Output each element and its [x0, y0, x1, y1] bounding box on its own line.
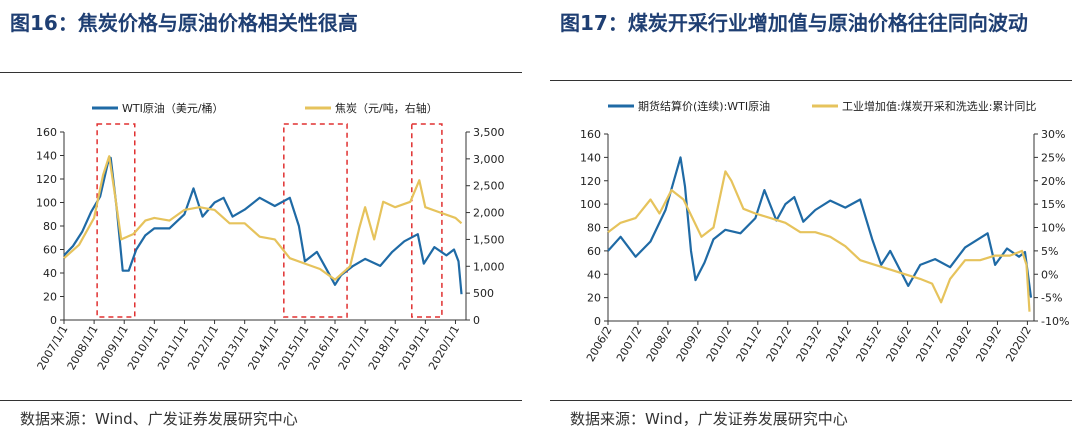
y2-tick-label: 2,000 — [473, 207, 505, 220]
figure-17-panel: 图17：煤炭开采行业增加值与原油价格往往同向波动 0 20 40 60 80 100 120… — [550, 0, 1080, 444]
y2-tick-label: 2,500 — [473, 180, 505, 193]
x-tick-label: 2013/2 — [794, 324, 825, 364]
y-tick-label: 0 — [50, 314, 57, 327]
y2-tick-label: 1,000 — [473, 260, 505, 273]
coke-vs-wti-chart: 0 20 40 60 80 100 120 140 160 0 500 1,000 1,500 2,000… — [35, 101, 505, 372]
y2-tick-label: 0 — [473, 314, 480, 327]
series-line-2 — [607, 170, 1031, 312]
y-tick-label: 60 — [587, 245, 601, 258]
y-tick-label: 140 — [36, 150, 57, 163]
footer-divider — [0, 400, 522, 401]
y2-tick-label: 10% — [1041, 222, 1065, 235]
y-tick-label: 40 — [587, 268, 601, 281]
y-tick-label: 160 — [580, 128, 601, 141]
source-note: 数据来源：Wind、广发证券发展研究中心 — [20, 410, 298, 428]
x-tick-label: 2008/2 — [644, 324, 675, 364]
y2-tick-label: 3,500 — [473, 126, 505, 139]
x-tick-label: 2020/2 — [1003, 324, 1034, 364]
legend-label: 焦炭（元/吨，右轴） — [335, 101, 438, 115]
series-line-2 — [63, 155, 463, 281]
footer-divider — [550, 400, 1072, 401]
y2-tick-label: 20% — [1041, 175, 1065, 188]
y2-tick-label: -5% — [1041, 292, 1062, 305]
y2-tick-label: 15% — [1041, 198, 1065, 211]
x-tick-label: 2006/2 — [584, 324, 615, 364]
figure-title: 图17：煤炭开采行业增加值与原油价格往往同向波动 — [560, 11, 1028, 35]
y2-tick-label: 1,500 — [473, 233, 505, 246]
title-divider — [550, 80, 1072, 81]
y-tick-label: 0 — [594, 315, 601, 328]
y2-tick-label: 30% — [1041, 128, 1065, 141]
x-tick-label: 2015/2 — [854, 324, 885, 364]
figure-16-panel: 图16：焦炭价格与原油价格相关性很高 0 20 40 60 80 100 120 140 160… — [0, 0, 530, 444]
source-note: 数据来源：Wind，广发证券发展研究中心 — [570, 410, 848, 428]
y-tick-label: 80 — [587, 222, 601, 235]
x-tick-label: 2009/2 — [674, 324, 705, 364]
x-tick-label: 2012/2 — [764, 324, 795, 364]
y-tick-label: 80 — [43, 220, 57, 233]
y2-tick-label: 25% — [1041, 151, 1065, 164]
y-tick-label: 160 — [36, 126, 57, 139]
x-tick-label: 2014/2 — [824, 324, 855, 364]
series-line-1 — [63, 156, 463, 295]
title-divider — [0, 72, 522, 73]
y2-tick-label: 0% — [1041, 268, 1058, 281]
x-tick-label: 2019/2 — [973, 324, 1004, 364]
y-tick-label: 60 — [43, 244, 57, 257]
figure-title: 图16：焦炭价格与原油价格相关性很高 — [10, 11, 358, 35]
y-tick-label: 20 — [43, 291, 57, 304]
x-tick-label: 2007/2 — [614, 324, 645, 364]
y-tick-label: 140 — [580, 151, 601, 164]
legend-label: WTI原油（美元/桶） — [122, 101, 224, 115]
y2-tick-label: -10% — [1041, 315, 1069, 328]
y2-tick-label: 500 — [473, 287, 494, 300]
highlight-box — [283, 123, 348, 318]
x-tick-label: 2018/2 — [943, 324, 974, 364]
x-tick-label: 2010/2 — [704, 324, 735, 364]
highlight-box — [96, 123, 136, 318]
x-tick-label: 2016/2 — [884, 324, 915, 364]
y-tick-label: 100 — [580, 198, 601, 211]
series-line-1 — [607, 156, 1033, 298]
y2-tick-label: 3,000 — [473, 153, 505, 166]
x-tick-label: 2020/1/1 — [426, 323, 462, 372]
coal-mining-vs-wti-chart: 0 20 40 60 80 100 120 140 160 -10% -5% 0% 5% 10% 15% 20… — [580, 99, 1069, 364]
y-tick-label: 40 — [43, 267, 57, 280]
highlight-box — [411, 123, 443, 318]
legend-label: 工业增加值:煤炭开采和洗选业:累计同比 — [842, 99, 1036, 113]
y-tick-label: 120 — [36, 173, 57, 186]
y-tick-label: 100 — [36, 197, 57, 210]
y-tick-label: 20 — [587, 292, 601, 305]
y-tick-label: 120 — [580, 175, 601, 188]
y2-tick-label: 5% — [1041, 245, 1058, 258]
x-tick-label: 2017/2 — [914, 324, 945, 364]
x-tick-label: 2011/2 — [734, 324, 765, 364]
legend-label: 期货结算价(连续):WTI原油 — [638, 99, 770, 113]
